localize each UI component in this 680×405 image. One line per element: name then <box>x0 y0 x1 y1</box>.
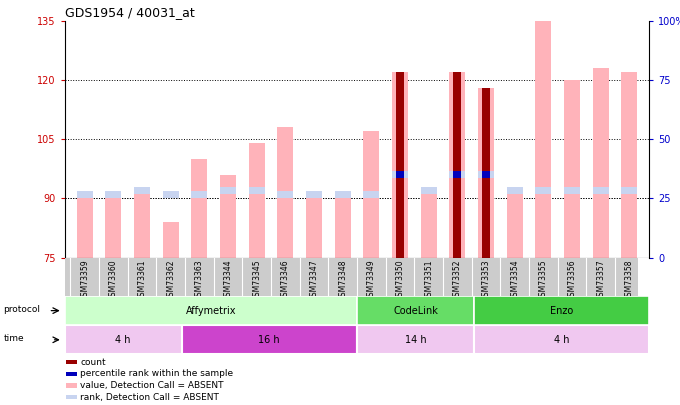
Bar <box>249 187 265 194</box>
Text: value, Detection Call = ABSENT: value, Detection Call = ABSENT <box>80 381 224 390</box>
Bar <box>593 187 609 194</box>
Text: GSM73352: GSM73352 <box>453 260 462 301</box>
Bar <box>105 198 121 258</box>
Bar <box>77 194 92 258</box>
Text: 16 h: 16 h <box>258 335 280 345</box>
Bar <box>249 143 265 258</box>
Bar <box>454 72 461 258</box>
Text: 4 h: 4 h <box>116 335 131 345</box>
Bar <box>306 194 322 258</box>
Bar <box>134 187 150 194</box>
Bar <box>474 325 649 354</box>
Bar <box>220 187 236 194</box>
Text: CodeLink: CodeLink <box>393 306 438 315</box>
Bar <box>622 187 637 194</box>
Bar <box>482 88 490 258</box>
Text: Enzo: Enzo <box>550 306 573 315</box>
Text: GSM73348: GSM73348 <box>338 260 347 301</box>
Text: GSM73344: GSM73344 <box>224 260 233 301</box>
Bar <box>564 187 580 194</box>
Text: GSM73363: GSM73363 <box>195 260 204 301</box>
Bar <box>363 131 379 258</box>
Bar <box>65 296 357 325</box>
Bar <box>454 171 461 178</box>
Bar <box>220 175 236 258</box>
Text: GSM73346: GSM73346 <box>281 260 290 301</box>
Text: GSM73351: GSM73351 <box>424 260 433 301</box>
Bar <box>449 72 465 258</box>
Text: GDS1954 / 40031_at: GDS1954 / 40031_at <box>65 6 194 19</box>
Bar <box>306 191 322 198</box>
Bar <box>396 72 404 258</box>
Text: GSM73359: GSM73359 <box>80 260 89 301</box>
Bar <box>507 187 522 194</box>
Text: GSM73356: GSM73356 <box>568 260 577 301</box>
Text: GSM73362: GSM73362 <box>166 260 175 301</box>
Bar <box>335 191 351 198</box>
Bar <box>105 191 121 198</box>
Text: GSM73347: GSM73347 <box>309 260 318 301</box>
Text: rank, Detection Call = ABSENT: rank, Detection Call = ABSENT <box>80 393 219 402</box>
Text: Affymetrix: Affymetrix <box>186 306 236 315</box>
Bar <box>65 325 182 354</box>
Text: GSM73358: GSM73358 <box>625 260 634 301</box>
Bar <box>182 325 357 354</box>
Bar <box>192 191 207 198</box>
Text: GSM73354: GSM73354 <box>510 260 519 301</box>
Text: GSM73353: GSM73353 <box>481 260 490 301</box>
Bar <box>357 325 474 354</box>
Text: 14 h: 14 h <box>405 335 426 345</box>
Bar <box>535 17 551 258</box>
Bar <box>478 171 494 178</box>
Bar <box>134 190 150 258</box>
Bar <box>67 395 77 399</box>
Bar <box>535 187 551 194</box>
Bar <box>363 191 379 198</box>
Bar <box>277 127 293 258</box>
Text: percentile rank within the sample: percentile rank within the sample <box>80 369 233 378</box>
Text: GSM73355: GSM73355 <box>539 260 548 301</box>
Bar <box>421 190 437 258</box>
Bar <box>564 80 580 258</box>
Text: count: count <box>80 358 106 367</box>
Bar <box>163 191 179 198</box>
Text: GSM73361: GSM73361 <box>137 260 146 301</box>
Bar <box>396 171 404 178</box>
Text: 4 h: 4 h <box>554 335 569 345</box>
Text: time: time <box>3 334 24 343</box>
Bar <box>482 171 490 178</box>
Bar <box>474 296 649 325</box>
Bar <box>392 72 408 258</box>
Text: protocol: protocol <box>3 305 40 314</box>
Text: GSM73357: GSM73357 <box>596 260 605 301</box>
Text: GSM73360: GSM73360 <box>109 260 118 301</box>
Bar <box>357 296 474 325</box>
Bar <box>67 372 77 376</box>
Bar <box>277 191 293 198</box>
Bar <box>622 72 637 258</box>
Bar <box>507 194 522 258</box>
Bar <box>449 171 465 178</box>
Bar <box>392 171 408 178</box>
Text: GSM73349: GSM73349 <box>367 260 376 301</box>
Bar <box>77 191 92 198</box>
Bar <box>478 88 494 258</box>
Bar <box>192 159 207 258</box>
Bar <box>67 384 77 388</box>
Bar <box>335 194 351 258</box>
Bar <box>593 68 609 258</box>
Bar <box>163 222 179 258</box>
Bar <box>421 187 437 194</box>
Text: GSM73345: GSM73345 <box>252 260 261 301</box>
Bar <box>67 360 77 364</box>
Text: GSM73350: GSM73350 <box>396 260 405 301</box>
